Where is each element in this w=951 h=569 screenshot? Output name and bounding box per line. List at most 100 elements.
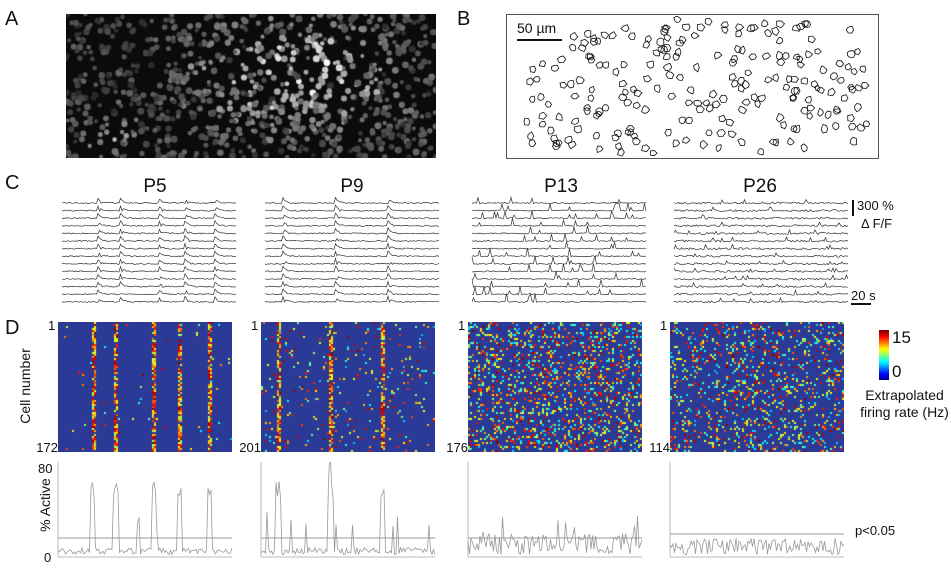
cell-contour	[860, 82, 870, 89]
cell-contour	[693, 62, 700, 73]
trace	[61, 204, 237, 212]
cell-contour	[772, 138, 780, 147]
cell-contour	[862, 120, 870, 128]
trace	[471, 195, 647, 205]
cell-contour	[551, 142, 561, 150]
cell-contour	[678, 35, 687, 44]
cell-contour	[761, 52, 771, 60]
amplitude-scale-label: 300 %	[857, 198, 894, 213]
cell-contour	[819, 65, 828, 75]
trace	[673, 289, 849, 296]
trace	[264, 288, 440, 296]
cell-contour	[583, 107, 591, 116]
cell-contour	[594, 37, 602, 45]
cell-last-label: 201	[239, 440, 261, 455]
trace	[674, 236, 849, 243]
cell-contour	[675, 39, 685, 47]
cell-first-label: 1	[458, 318, 466, 333]
trace	[264, 257, 440, 266]
cell-contour	[664, 129, 672, 137]
cell-contour	[804, 95, 812, 104]
trace	[61, 258, 237, 265]
cell-contour	[754, 100, 761, 109]
cell-contour	[712, 100, 721, 109]
cell-contour	[690, 32, 700, 39]
cell-contour	[741, 79, 750, 90]
cell-contour	[538, 120, 547, 128]
activity-ymin: 0	[44, 550, 52, 565]
cell-contour	[608, 31, 617, 40]
cell-contour	[587, 94, 595, 102]
cell-contour	[849, 85, 857, 94]
cell-contour	[661, 25, 670, 34]
cell-contour	[854, 102, 862, 113]
cell-contour	[790, 125, 798, 133]
cell-contour	[652, 49, 661, 57]
cell-contour	[672, 53, 680, 61]
trace	[471, 255, 647, 266]
cell-contour	[791, 24, 801, 32]
age-title: P5	[143, 176, 167, 197]
cell-contour	[705, 129, 713, 137]
raster-heatmap	[261, 322, 435, 452]
cell-contour	[716, 129, 726, 137]
cell-contour	[772, 73, 780, 83]
cell-contour	[632, 136, 641, 146]
scale-bar	[517, 39, 562, 41]
raster-heatmap	[670, 322, 844, 452]
cell-contour	[620, 24, 630, 32]
cell-contour	[580, 39, 590, 47]
cell-contour	[657, 46, 665, 54]
trace	[471, 201, 647, 212]
cell-contour	[663, 43, 672, 53]
cell-contour	[675, 74, 684, 82]
raster-heatmap	[468, 322, 642, 452]
cell-contour	[556, 55, 567, 64]
trace	[673, 214, 849, 220]
cell-contour	[600, 31, 610, 40]
cell-contour	[696, 23, 706, 32]
cell-contour	[757, 148, 764, 156]
cell-contour	[814, 48, 822, 55]
trace	[673, 296, 849, 304]
cell-contour	[699, 139, 709, 150]
cell-contour	[573, 125, 582, 134]
cell-contour	[846, 50, 856, 59]
cell-contour	[630, 133, 638, 140]
cell-contour	[618, 79, 628, 87]
percent-active-plots	[57, 462, 845, 558]
trace	[471, 241, 647, 250]
cell-contour	[789, 94, 798, 101]
cell-contour	[734, 44, 742, 53]
cell-contour	[713, 51, 723, 60]
trace	[673, 228, 849, 235]
cell-contour	[728, 58, 738, 67]
trace	[61, 295, 237, 303]
cell-contour	[527, 131, 535, 141]
cell-contour	[660, 28, 669, 36]
raster-heatmap	[58, 322, 232, 452]
cell-contour	[737, 76, 745, 86]
cell-first-label: 1	[660, 318, 668, 333]
cell-contour	[820, 123, 829, 134]
percent-active-line	[669, 537, 845, 556]
cell-contour	[709, 89, 718, 99]
cell-contour	[601, 103, 610, 112]
trace	[61, 212, 237, 220]
cell-contour	[602, 61, 610, 69]
cell-contour	[528, 139, 537, 147]
panel-label-a: A	[5, 8, 19, 30]
percent-active-line	[260, 462, 436, 556]
cell-contour	[731, 80, 739, 88]
cell-contour	[728, 130, 737, 139]
colorbar	[879, 330, 889, 380]
cell-contour	[568, 43, 577, 52]
cell-contour	[596, 145, 604, 154]
cell-contour	[792, 53, 800, 61]
cell-contour	[718, 94, 728, 103]
cell-contour	[785, 75, 793, 83]
cell-contour	[646, 60, 655, 69]
age-title: P9	[340, 176, 364, 197]
cell-contour	[796, 61, 805, 69]
